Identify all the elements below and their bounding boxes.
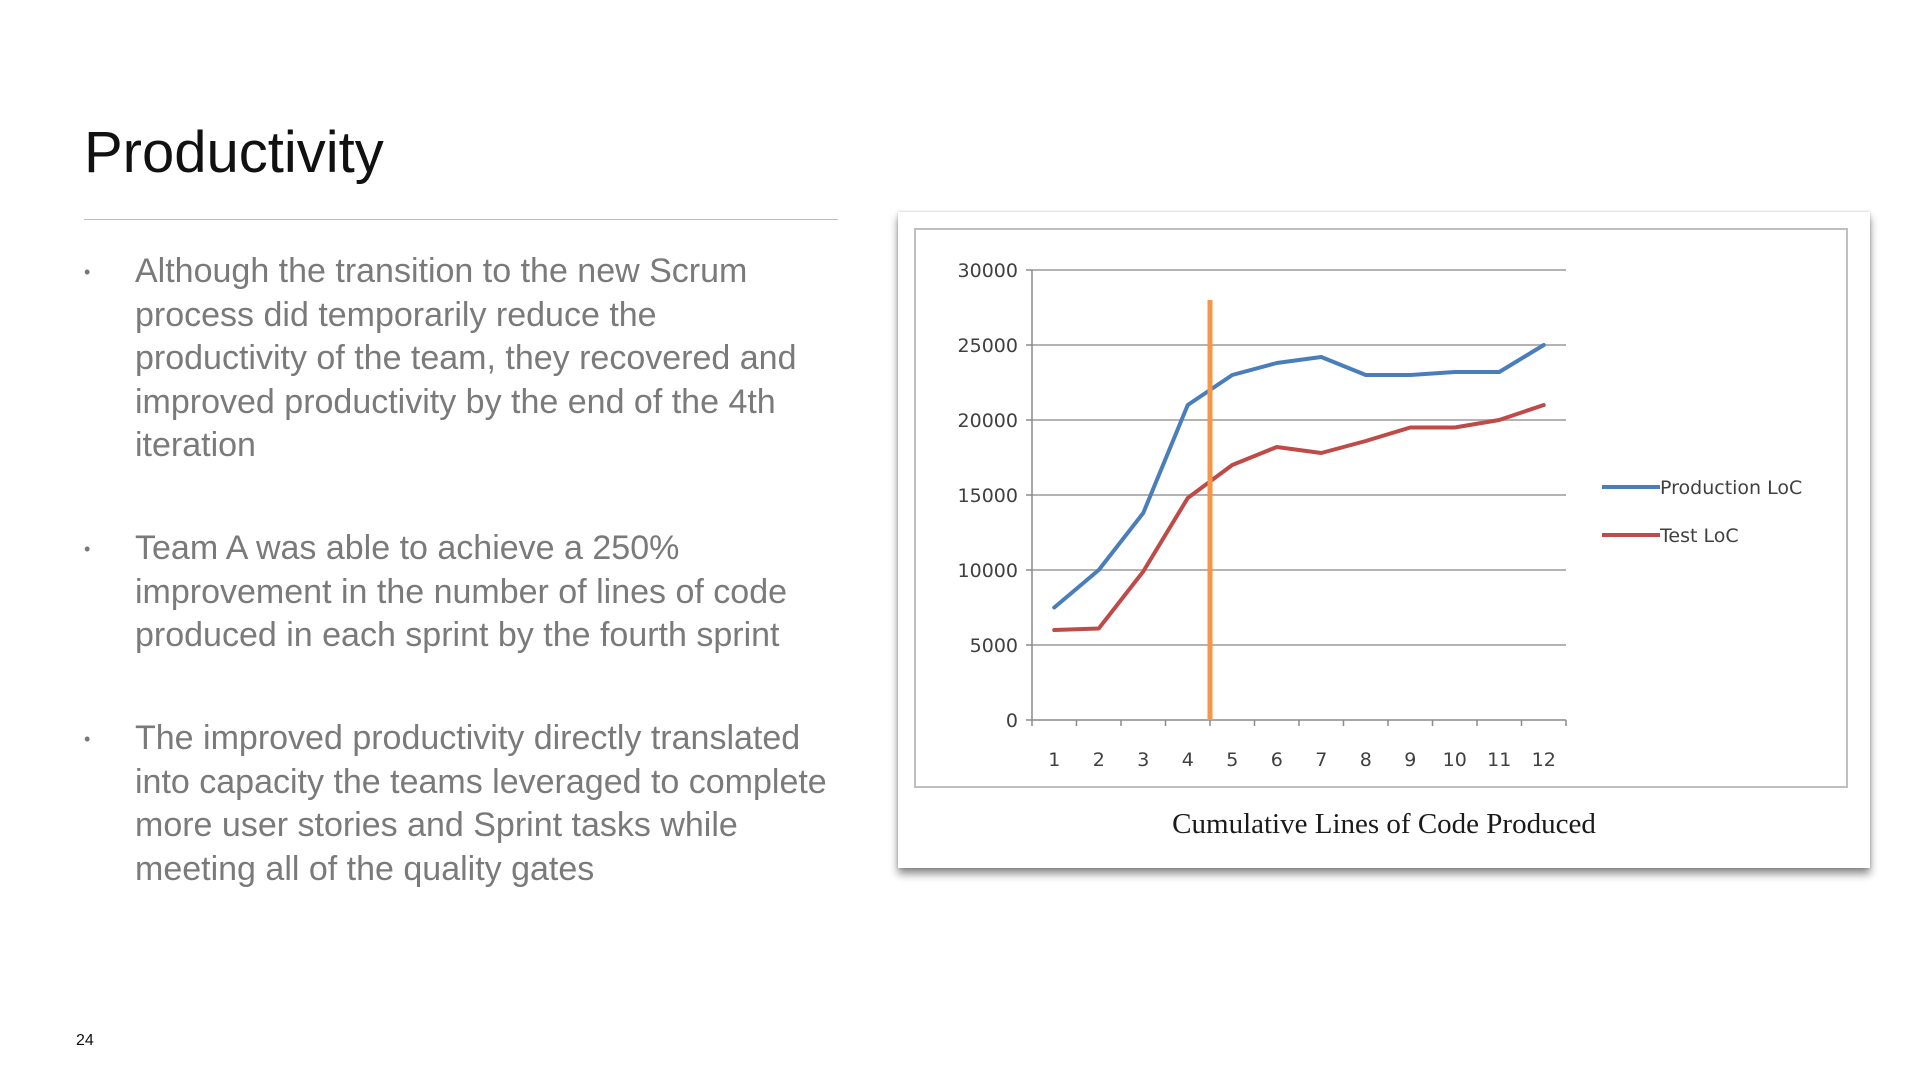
x-tick-label: 5 [1226,749,1238,771]
legend-label: Production LoC [1660,477,1802,499]
bullet-symbol: • [84,729,91,749]
x-tick-label: 7 [1315,749,1327,771]
x-tick-label: 1 [1048,749,1060,771]
legend-label: Test LoC [1659,525,1739,547]
x-tick-label: 11 [1487,749,1511,771]
bullet-text: The improved productivity directly trans… [135,719,827,888]
title-divider [84,219,838,220]
slide-title: Productivity [84,120,384,185]
chart-frame: 0 5000 10000 15000 20000 25000 30000 1 2 3 4 5 6 7 8 9 1… [914,228,1848,788]
y-tick-label: 20000 [958,410,1018,432]
x-tick-label: 10 [1443,749,1467,771]
x-tick-label: 9 [1404,749,1416,771]
page-number: 24 [76,1032,94,1049]
x-tick-label: 12 [1532,749,1556,771]
y-tick-label: 15000 [958,485,1018,507]
series-line [1052,403,1546,632]
x-tick-label: 3 [1137,749,1149,771]
x-tick-label: 2 [1093,749,1105,771]
y-tick-label: 0 [1006,710,1018,732]
series-line [1052,343,1546,610]
y-tick-label: 10000 [958,560,1018,582]
bullet-symbol: • [84,262,91,282]
chart-caption: Cumulative Lines of Code Produced [1172,808,1596,840]
x-tick-label: 4 [1182,749,1194,771]
y-tick-label: 5000 [970,635,1018,657]
x-tick-label: 6 [1271,749,1283,771]
bullet-text: Team A was able to achieve a 250% improv… [135,529,788,654]
bullet-symbol: • [84,539,91,559]
y-tick-label: 30000 [958,260,1018,282]
y-tick-label: 25000 [958,335,1018,357]
chart-figure: 0 5000 10000 15000 20000 25000 30000 1 2 3 4 5 6 7 8 9 1… [898,212,1870,868]
bullet-text: Although the transition to the new Scrum… [135,252,797,464]
x-tick-label: 8 [1360,749,1372,771]
